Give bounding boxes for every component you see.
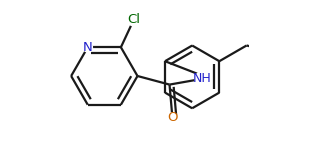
Circle shape: [128, 13, 140, 26]
Circle shape: [83, 43, 93, 52]
Text: O: O: [167, 111, 178, 124]
Circle shape: [168, 113, 177, 122]
Circle shape: [195, 72, 209, 86]
Text: NH: NH: [193, 72, 211, 85]
Text: Cl: Cl: [127, 13, 140, 26]
Text: N: N: [83, 41, 93, 54]
